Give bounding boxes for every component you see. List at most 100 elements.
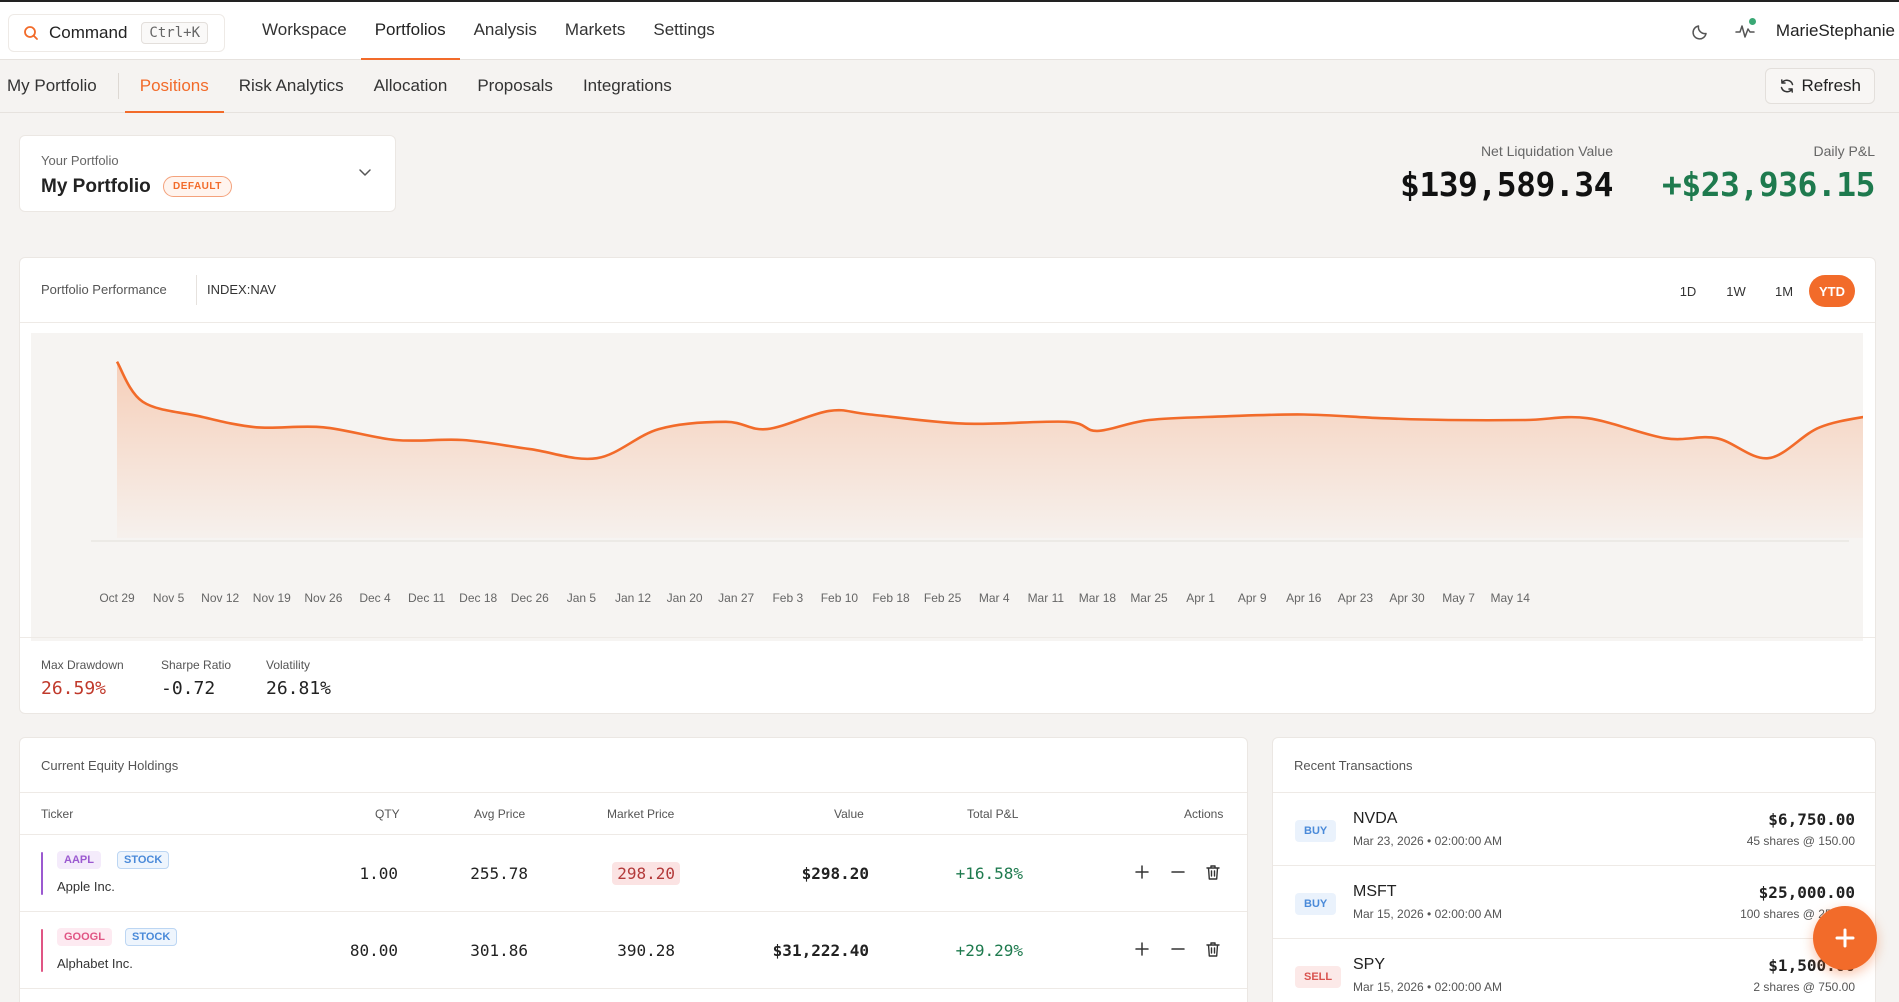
nav-settings[interactable]: Settings — [653, 20, 715, 39]
stat-volatility: Volatility 26.81% — [266, 658, 331, 699]
x-tick-label: Apr 9 — [1238, 591, 1267, 605]
command-shortcut: Ctrl+K — [141, 22, 208, 44]
stat-label: Max Drawdown — [41, 658, 124, 672]
add-transaction-button[interactable] — [1813, 906, 1877, 970]
theme-toggle-button[interactable] — [1684, 14, 1718, 48]
username[interactable]: MarieStephanie — [1775, 21, 1895, 40]
nav-analysis[interactable]: Analysis — [473, 20, 537, 39]
x-tick-label: Oct 29 — [99, 591, 135, 605]
subnav-integrations[interactable]: Integrations — [582, 75, 672, 95]
x-tick-label: Jan 27 — [718, 591, 754, 605]
range-ytd-button[interactable]: YTD — [1809, 275, 1855, 307]
portfolio-selector-label: Your Portfolio — [41, 153, 119, 168]
x-tick-label: Nov 12 — [201, 591, 239, 605]
x-tick-label: Jan 12 — [615, 591, 651, 605]
transaction-detail: 45 shares @ 150.00 — [1746, 834, 1855, 848]
subnav-positions[interactable]: Positions — [124, 60, 224, 113]
transaction-detail: 2 shares @ 750.00 — [1753, 980, 1855, 994]
subnav-proposals[interactable]: Proposals — [477, 75, 553, 95]
column-total-pnl[interactable]: Total P&L — [967, 807, 1019, 821]
nlv-label: Net Liquidation Value — [1480, 143, 1613, 159]
x-tick-label: Mar 25 — [1130, 591, 1168, 605]
portfolio-selector[interactable]: Your Portfolio My Portfolio DEFAULT — [19, 135, 396, 212]
transaction-amount: $6,750.00 — [1768, 810, 1855, 829]
table-row[interactable]: GOOGL STOCK Alphabet Inc. 80.00 301.86 3… — [20, 912, 1247, 989]
default-badge: DEFAULT — [163, 176, 232, 197]
range-1w-button[interactable]: 1W — [1726, 283, 1746, 299]
x-tick-label: Apr 16 — [1286, 591, 1322, 605]
x-tick-label: Dec 11 — [408, 591, 445, 605]
daily-pnl-value: +$23,936.15 — [1661, 165, 1876, 204]
transaction-side-badge: BUY — [1295, 893, 1337, 915]
asset-type-badge: STOCK — [117, 851, 170, 869]
position-value: $298.20 — [801, 864, 869, 883]
table-row[interactable]: AAPL STOCK Apple Inc. 1.00 255.78 298.20… — [20, 835, 1247, 912]
activity-icon — [1735, 25, 1755, 38]
add-position-button[interactable] — [1131, 861, 1153, 883]
transaction-item[interactable]: BUY MSFT Mar 15, 2026 • 02:00:00 AM $25,… — [1273, 865, 1875, 938]
performance-stats: Max Drawdown 26.59% Sharpe Ratio -0.72 V… — [20, 637, 1875, 715]
x-tick-label: Mar 11 — [1028, 591, 1065, 605]
refresh-icon — [1781, 79, 1794, 93]
search-icon — [24, 26, 38, 40]
activity-button[interactable] — [1728, 14, 1762, 48]
x-tick-label: Apr 1 — [1186, 591, 1215, 605]
command-palette-button[interactable]: Command Ctrl+K — [8, 14, 225, 52]
range-1d-button[interactable]: 1D — [1679, 283, 1697, 299]
ticker-badge: GOOGL — [57, 928, 112, 946]
column-value[interactable]: Value — [834, 807, 864, 821]
column-actions: Actions — [1184, 807, 1224, 821]
market-price-highlight: 298.20 — [612, 862, 680, 885]
moon-icon — [1692, 25, 1707, 40]
company-name: Apple Inc. — [57, 879, 115, 894]
delete-position-button[interactable] — [1202, 861, 1224, 883]
transactions-card: Recent Transactions BUY NVDA Mar 23, 202… — [1272, 737, 1876, 1002]
performance-chart: Oct 29 Nov 5 Nov 12 Nov 19 Nov 26 Dec 4 Dec 11… — [31, 333, 1863, 641]
stat-value: -0.72 — [161, 678, 216, 699]
subnav-allocation[interactable]: Allocation — [373, 75, 448, 95]
x-tick-label: May 7 — [1442, 591, 1475, 605]
transaction-date: Mar 15, 2026 • 02:00:00 AM — [1353, 907, 1502, 921]
reduce-position-button[interactable] — [1167, 861, 1189, 883]
stat-value: 26.59% — [41, 678, 107, 699]
refresh-button[interactable]: Refresh — [1765, 68, 1875, 104]
column-market-price[interactable]: Market Price — [607, 807, 675, 821]
plus-icon — [1835, 928, 1855, 948]
transaction-side-badge: SELL — [1295, 966, 1342, 988]
x-tick-label: Feb 18 — [872, 591, 910, 605]
column-avg-price[interactable]: Avg Price — [474, 807, 526, 821]
nav-markets[interactable]: Markets — [564, 20, 626, 39]
plus-icon — [1135, 865, 1149, 879]
column-qty[interactable]: QTY — [375, 807, 400, 821]
x-tick-label: Mar 4 — [979, 591, 1010, 605]
reduce-position-button[interactable] — [1167, 938, 1189, 960]
stat-max-drawdown: Max Drawdown 26.59% — [41, 658, 124, 699]
avg-price-value: 301.86 — [470, 941, 528, 960]
row-accent-bar — [41, 852, 43, 895]
subnav-risk-analytics[interactable]: Risk Analytics — [238, 75, 344, 95]
column-ticker[interactable]: Ticker — [41, 807, 74, 821]
delete-position-button[interactable] — [1202, 938, 1224, 960]
transaction-item[interactable]: BUY NVDA Mar 23, 2026 • 02:00:00 AM $6,7… — [1273, 792, 1875, 865]
x-tick-label: Apr 23 — [1338, 591, 1374, 605]
market-price-value: 390.28 — [617, 941, 675, 960]
stat-sharpe-ratio: Sharpe Ratio -0.72 — [161, 658, 231, 699]
transaction-side-badge: BUY — [1295, 820, 1337, 842]
x-tick-label: Nov 5 — [153, 591, 185, 605]
subnav-my-portfolio[interactable]: My Portfolio — [7, 75, 97, 95]
trash-icon — [1206, 864, 1220, 880]
transaction-item[interactable]: SELL SPY Mar 15, 2026 • 02:00:00 AM $1,5… — [1273, 938, 1875, 1002]
qty-value: 1.00 — [359, 864, 398, 883]
nav-portfolios[interactable]: Portfolios — [360, 2, 460, 60]
chart-area-fill — [117, 361, 1863, 538]
x-tick-label: Dec 26 — [511, 591, 549, 605]
top-bar: Command Ctrl+K Workspace Portfolios Anal… — [0, 0, 1899, 60]
nav-workspace[interactable]: Workspace — [262, 20, 347, 39]
range-1m-button[interactable]: 1M — [1774, 283, 1794, 299]
performance-title: Portfolio Performance — [41, 282, 167, 297]
add-position-button[interactable] — [1131, 938, 1153, 960]
daily-pnl-summary: Daily P&L +$23,936.15 — [1661, 143, 1876, 204]
x-tick-label: Feb 25 — [924, 591, 962, 605]
minus-icon — [1171, 871, 1185, 873]
refresh-label: Refresh — [1801, 76, 1861, 95]
